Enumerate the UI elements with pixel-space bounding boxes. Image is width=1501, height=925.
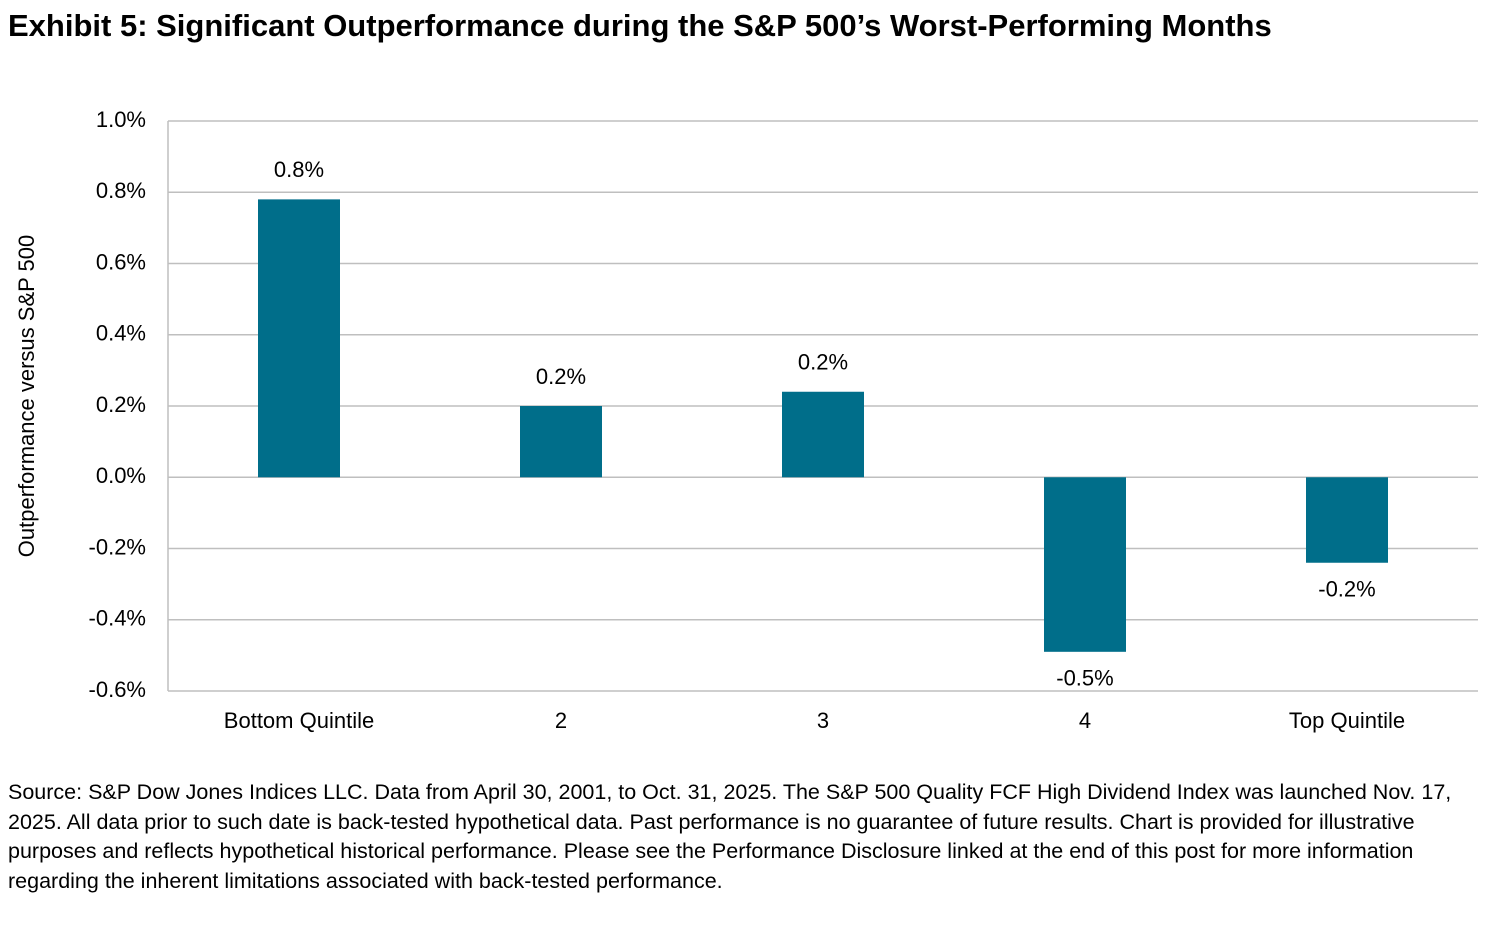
data-label: 0.2% bbox=[798, 350, 848, 375]
y-tick-label: 0.8% bbox=[96, 178, 146, 203]
x-tick-label: 2 bbox=[555, 708, 567, 733]
bar bbox=[782, 391, 864, 478]
data-label: 0.2% bbox=[536, 364, 586, 389]
data-label: 0.8% bbox=[274, 157, 324, 182]
y-tick-label: 0.2% bbox=[96, 392, 146, 417]
y-tick-label: 0.6% bbox=[96, 249, 146, 274]
y-tick-label: 1.0% bbox=[96, 107, 146, 132]
x-tick-label: 3 bbox=[817, 708, 829, 733]
x-tick-label: Top Quintile bbox=[1289, 708, 1405, 733]
data-label: -0.2% bbox=[1318, 577, 1375, 602]
source-note: Source: S&P Dow Jones Indices LLC. Data … bbox=[8, 780, 1452, 893]
x-tick-label: Bottom Quintile bbox=[224, 708, 374, 733]
bar bbox=[520, 406, 602, 478]
bar bbox=[1044, 477, 1126, 652]
chart-title: Exhibit 5: Significant Outperformance du… bbox=[8, 8, 1272, 43]
chart: Outperformance versus S&P 500 -0.6% -0.4%… bbox=[14, 107, 1478, 733]
data-label: -0.5% bbox=[1056, 666, 1113, 691]
bar bbox=[1306, 477, 1388, 563]
y-tick-label: -0.4% bbox=[89, 606, 146, 631]
y-tick-label: 0.4% bbox=[96, 321, 146, 346]
y-tick-label: -0.2% bbox=[89, 534, 146, 559]
y-tick-label: -0.6% bbox=[89, 677, 146, 702]
y-tick-label: 0.0% bbox=[96, 463, 146, 488]
x-tick-label: 4 bbox=[1079, 708, 1091, 733]
bar bbox=[258, 199, 340, 478]
y-axis-label: Outperformance versus S&P 500 bbox=[14, 235, 39, 557]
